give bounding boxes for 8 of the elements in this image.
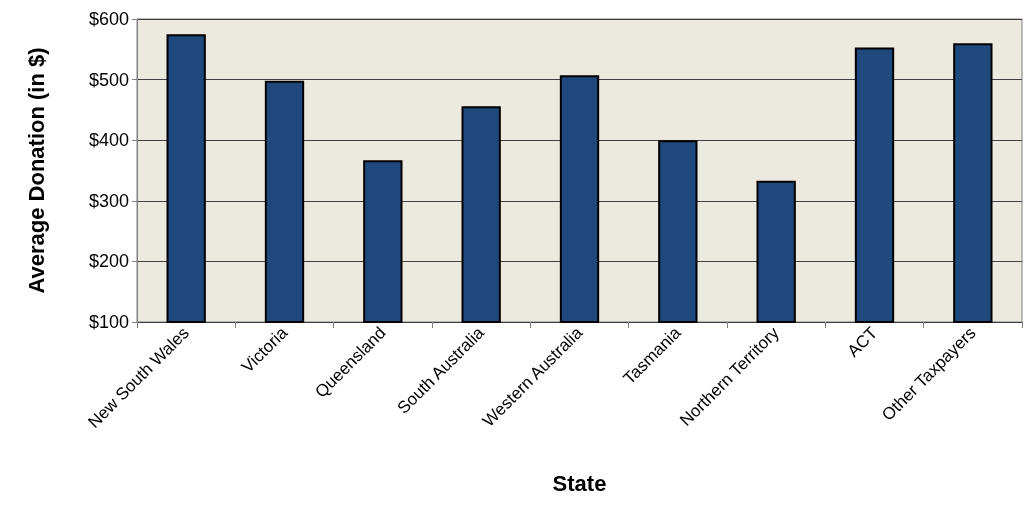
y-tick-label: $600 bbox=[88, 9, 129, 29]
y-tick-label: $400 bbox=[88, 130, 129, 151]
y-tick-label: $200 bbox=[88, 251, 129, 272]
y-tick-label: $300 bbox=[88, 190, 129, 211]
y-tick-label: $500 bbox=[88, 69, 129, 90]
y-tick-label: $100 bbox=[88, 312, 129, 332]
x-axis-title: State bbox=[552, 470, 607, 496]
y-axis-title: Average Donation (in $) bbox=[23, 47, 49, 294]
